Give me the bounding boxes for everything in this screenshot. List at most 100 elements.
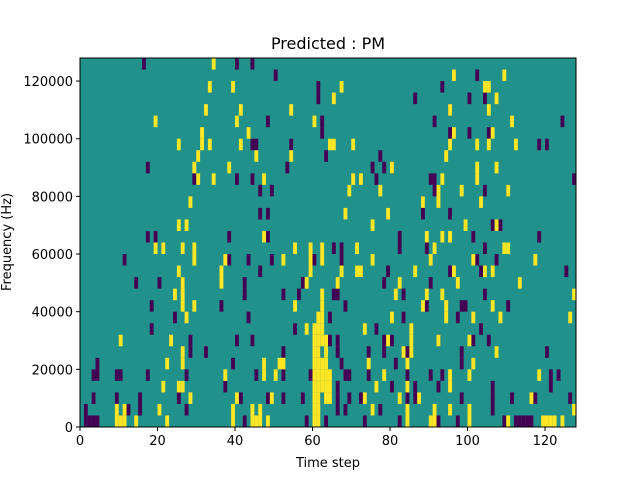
heatmap-cell-low bbox=[378, 150, 383, 162]
heatmap-cell-low bbox=[339, 254, 344, 266]
heatmap-cell-high bbox=[351, 173, 356, 185]
heatmap-cell-low bbox=[223, 380, 228, 393]
heatmap-cell-high bbox=[432, 415, 437, 427]
heatmap-cell-low bbox=[246, 311, 251, 324]
heatmap-cell-low bbox=[145, 230, 150, 243]
heatmap-cell-high bbox=[343, 207, 348, 220]
heatmap-cell-low bbox=[568, 392, 573, 404]
heatmap-cell-high bbox=[192, 242, 197, 255]
heatmap-cell-high bbox=[541, 415, 546, 427]
heatmap-cell-high bbox=[359, 265, 363, 278]
heatmap-cell-high bbox=[452, 69, 456, 82]
heatmap-cell-high bbox=[331, 138, 336, 151]
heatmap-cell-low bbox=[258, 207, 263, 220]
heatmap-cell-low bbox=[525, 415, 530, 427]
heatmap-cell-high bbox=[211, 58, 216, 70]
heatmap-cell-high bbox=[176, 380, 181, 393]
heatmap-cell-low bbox=[219, 300, 224, 312]
heatmap-cell-high bbox=[378, 184, 383, 197]
heatmap-cell-low bbox=[436, 380, 441, 393]
heatmap-cell-low bbox=[126, 403, 131, 416]
heatmap-cell-high bbox=[266, 415, 270, 427]
y-tick-label: 60000 bbox=[32, 248, 73, 263]
heatmap-cell-high bbox=[161, 242, 166, 255]
heatmap-cell-low bbox=[529, 415, 534, 427]
heatmap-cell-low bbox=[320, 115, 325, 128]
heatmap-cells bbox=[83, 58, 577, 427]
heatmap-cell-high bbox=[180, 357, 185, 370]
heatmap-cell-low bbox=[490, 219, 495, 231]
heatmap-cell-high bbox=[471, 254, 476, 266]
heatmap-cell-low bbox=[335, 288, 340, 301]
heatmap-cell-low bbox=[176, 392, 181, 404]
heatmap-cell-low bbox=[281, 392, 286, 404]
heatmap-cell-low bbox=[173, 311, 177, 324]
heatmap-cell-high bbox=[262, 369, 267, 381]
heatmap-cell-high bbox=[390, 311, 394, 324]
heatmap-cell-high bbox=[506, 242, 511, 255]
heatmap-cell-low bbox=[95, 369, 100, 381]
heatmap-cell-low bbox=[405, 346, 410, 358]
heatmap-cell-low bbox=[459, 392, 464, 404]
heatmap-cell-high bbox=[312, 346, 317, 358]
heatmap-cell-low bbox=[397, 230, 402, 243]
heatmap-cell-high bbox=[320, 380, 325, 393]
heatmap-cell-high bbox=[231, 81, 236, 93]
heatmap-cell-high bbox=[444, 150, 449, 162]
heatmap-cell-low bbox=[95, 415, 100, 427]
heatmap-cell-high bbox=[494, 346, 499, 358]
heatmap-cell-high bbox=[273, 369, 278, 381]
heatmap-cell-high bbox=[258, 415, 263, 427]
heatmap-cell-high bbox=[328, 369, 332, 381]
heatmap-cell-low bbox=[432, 115, 437, 128]
heatmap-cell-high bbox=[498, 311, 503, 324]
plot-frame bbox=[79, 57, 577, 428]
heatmap-cell-high bbox=[324, 346, 329, 358]
heatmap-cell-high bbox=[409, 346, 414, 358]
heatmap-cell-low bbox=[556, 369, 561, 381]
heatmap-cell-low bbox=[390, 334, 394, 347]
heatmap-cell-high bbox=[440, 173, 445, 185]
heatmap-cell-low bbox=[91, 415, 96, 427]
heatmap-cell-low bbox=[335, 403, 340, 416]
heatmap-cell-high bbox=[211, 173, 216, 185]
heatmap-cell-high bbox=[328, 138, 332, 151]
heatmap-cell-low bbox=[386, 265, 391, 278]
heatmap-cell-low bbox=[246, 254, 251, 266]
heatmap-cell-low bbox=[374, 323, 379, 335]
heatmap-cell-high bbox=[529, 392, 534, 404]
heatmap-cell-high bbox=[428, 254, 433, 266]
heatmap-cell-low bbox=[432, 173, 437, 185]
x-axis-label: Time step bbox=[295, 456, 360, 471]
heatmap-cell-high bbox=[339, 81, 344, 93]
heatmap-cell-low bbox=[95, 357, 100, 370]
heatmap-cell-high bbox=[122, 415, 127, 427]
heatmap-cell-low bbox=[494, 254, 499, 266]
heatmap-cell-low bbox=[421, 207, 425, 220]
heatmap-cell-low bbox=[459, 357, 464, 370]
heatmap-cell-low bbox=[254, 138, 259, 151]
heatmap-cell-low bbox=[269, 254, 274, 266]
heatmap-cell-low bbox=[324, 415, 329, 427]
heatmap-cell-high bbox=[490, 265, 495, 278]
heatmap-cell-high bbox=[421, 300, 425, 312]
heatmap-cell-high bbox=[537, 369, 542, 381]
heatmap-cell-high bbox=[424, 230, 429, 243]
heatmap-cell-low bbox=[114, 369, 119, 381]
heatmap-cell-high bbox=[572, 403, 577, 416]
heatmap-cell-low bbox=[83, 403, 88, 416]
heatmap-cell-high bbox=[490, 127, 495, 139]
heatmap-cell-low bbox=[335, 392, 340, 404]
heatmap-cell-low bbox=[145, 161, 150, 174]
heatmap-cell-high bbox=[432, 242, 437, 255]
heatmap-cell-high bbox=[572, 288, 577, 301]
heatmap-cell-high bbox=[444, 300, 449, 312]
heatmap-cell-high bbox=[448, 380, 453, 393]
heatmap-cell-high bbox=[459, 184, 464, 197]
heatmap-cell-high bbox=[316, 323, 321, 335]
heatmap-cell-low bbox=[250, 334, 255, 347]
plot-area bbox=[79, 57, 577, 428]
heatmap-cell-high bbox=[173, 288, 177, 301]
heatmap-cell-high bbox=[320, 334, 325, 347]
heatmap-cell-low bbox=[455, 311, 460, 324]
